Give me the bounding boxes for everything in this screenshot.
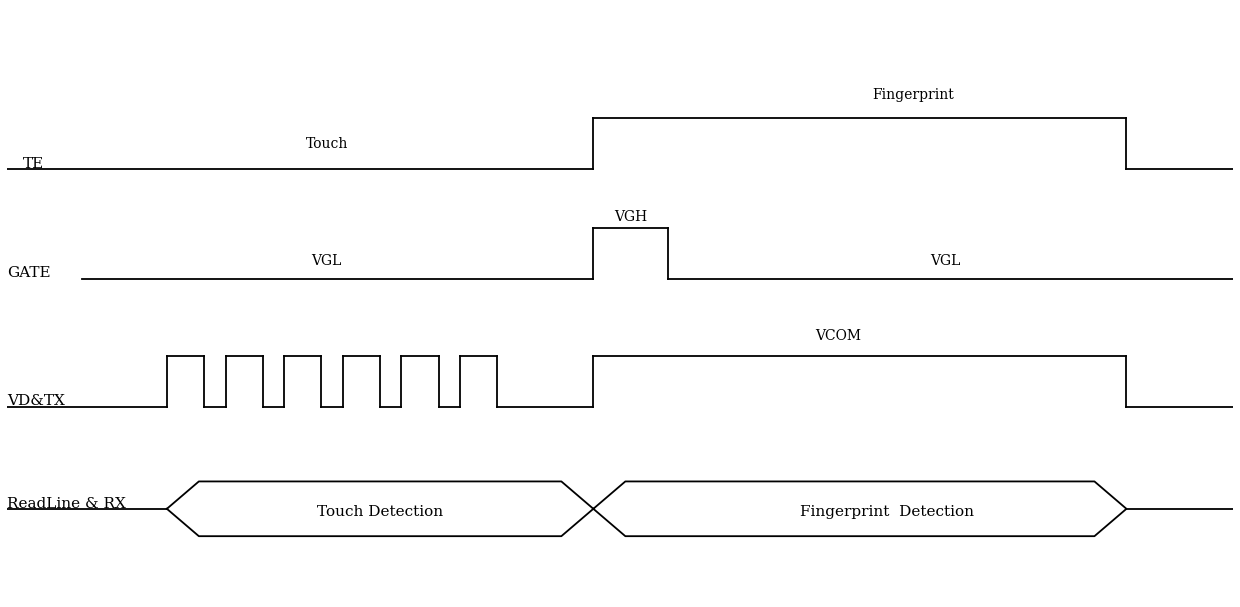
Text: Fingerprint: Fingerprint <box>872 88 954 102</box>
Text: ReadLine & RX: ReadLine & RX <box>7 497 125 511</box>
Text: Touch Detection: Touch Detection <box>317 506 443 520</box>
Text: VD&TX: VD&TX <box>7 394 64 408</box>
Text: GATE: GATE <box>7 266 51 280</box>
Text: VCOM: VCOM <box>816 329 862 343</box>
Text: TE: TE <box>22 157 45 171</box>
Text: Touch: Touch <box>305 137 348 151</box>
Text: Fingerprint  Detection: Fingerprint Detection <box>800 506 973 520</box>
Text: VGL: VGL <box>930 254 960 268</box>
Text: VGH: VGH <box>614 210 647 224</box>
Text: VGL: VGL <box>311 254 342 268</box>
